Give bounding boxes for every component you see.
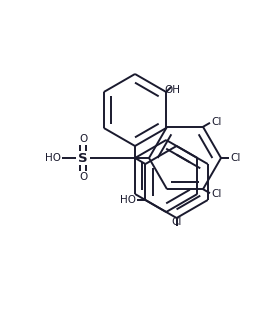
Text: Cl: Cl (211, 117, 221, 127)
Text: HO: HO (120, 195, 136, 205)
Text: O: O (79, 134, 87, 144)
Text: Cl: Cl (171, 217, 182, 227)
Text: S: S (78, 151, 88, 164)
Text: O: O (79, 172, 87, 182)
Text: Cl: Cl (211, 189, 221, 199)
Text: HO: HO (45, 153, 61, 163)
Text: OH: OH (164, 85, 180, 95)
Text: Cl: Cl (230, 153, 240, 163)
